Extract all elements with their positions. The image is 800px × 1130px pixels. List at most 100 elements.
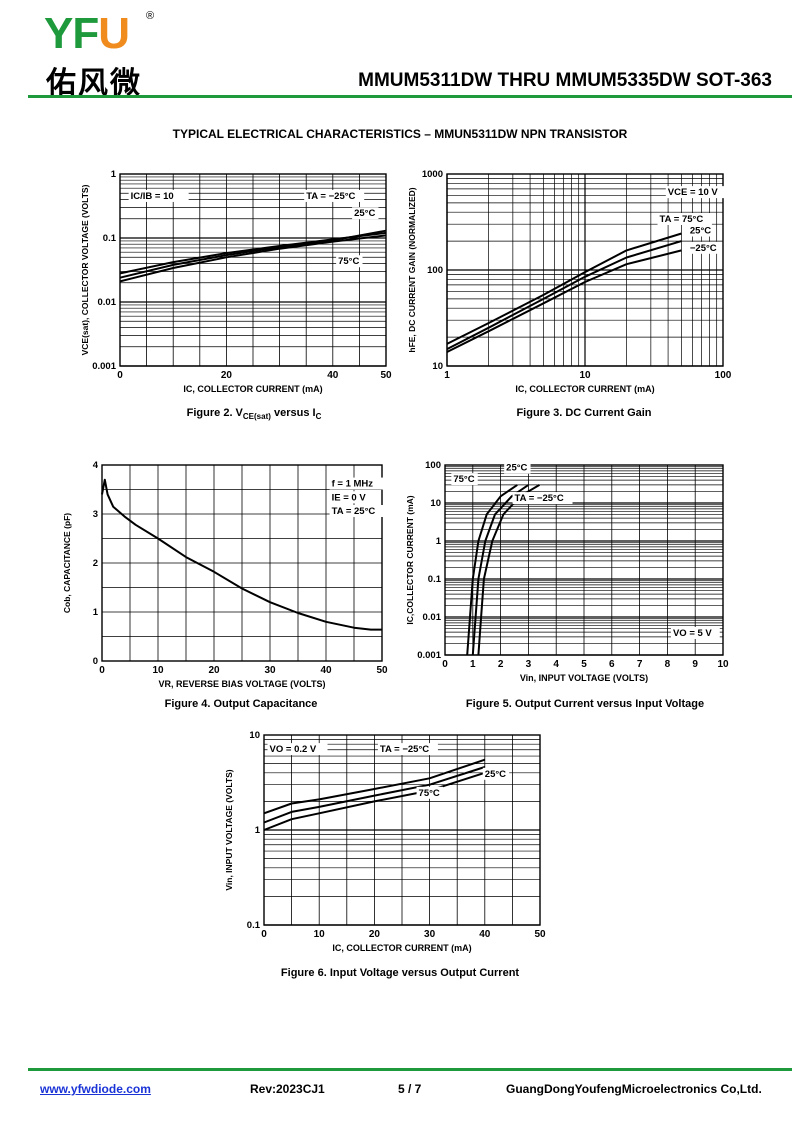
x-tick-label: 6 — [609, 659, 615, 670]
annotation-background — [482, 767, 510, 780]
annotation-background — [329, 491, 379, 504]
website-link[interactable]: www.yfwdiode.com — [40, 1082, 151, 1096]
y-tick-label: 10 — [432, 361, 443, 372]
x-tick-label: 10 — [152, 665, 164, 676]
y-tick-label: 0.001 — [417, 650, 441, 661]
x-tick-label: 40 — [320, 665, 332, 676]
chart-annotation: 25°C — [485, 769, 506, 780]
chart-annotation: VO = 0.2 V — [270, 744, 317, 755]
y-tick-label: 4 — [93, 460, 99, 471]
figure-4-caption: Figure 4. Output Capacitance — [164, 698, 318, 710]
chart-annotation: 25°C — [690, 226, 711, 237]
y-tick-label: 10 — [249, 730, 260, 741]
annotation-background — [512, 492, 573, 505]
annotation-background — [267, 743, 328, 756]
x-axis-label: VR, REVERSE BIAS VOLTAGE (VOLTS) — [158, 679, 325, 689]
annotation-background — [377, 743, 438, 756]
y-tick-label: 0.01 — [98, 297, 117, 308]
x-tick-label: 5 — [581, 659, 587, 670]
footer-revision: Rev:2023CJ1 — [250, 1082, 325, 1096]
footer-company: GuangDongYoufengMicroelectronics Co,Ltd. — [506, 1082, 762, 1096]
y-axis-label: VCE(sat), COLLECTOR VOLTAGE (VOLTS) — [80, 184, 90, 355]
x-tick-label: 1 — [470, 659, 476, 670]
x-tick-label: 40 — [479, 929, 491, 940]
y-tick-label: 0.1 — [103, 233, 117, 244]
annotation-background — [657, 213, 712, 225]
x-axis-label: Vin, INPUT VOLTAGE (VOLTS) — [520, 673, 648, 683]
annotation-background — [665, 186, 726, 199]
chart-annotation: IC/IB = 10 — [131, 191, 174, 202]
series-line — [466, 484, 518, 656]
chart-annotation: 75°C — [419, 788, 440, 799]
chart-annotation: TA = 75°C — [660, 214, 704, 225]
annotation-background — [128, 189, 189, 202]
logo-letters-yf: YF — [44, 9, 99, 58]
footer-divider — [28, 1068, 792, 1071]
annotation-background — [329, 505, 384, 517]
x-tick-label: 4 — [553, 659, 559, 670]
series-line — [119, 234, 387, 283]
x-tick-label: 0 — [117, 370, 123, 381]
figure-2-chart: 0 20 40 50 0.001 0.01 0.1 1 IC, COLLECTOR CURREN… — [80, 169, 392, 394]
chart-annotation: TA = −25°C — [515, 493, 564, 504]
plot-grid — [119, 174, 387, 367]
series-line — [101, 478, 382, 631]
x-tick-label: 8 — [665, 659, 671, 670]
y-tick-label: 1 — [93, 607, 99, 618]
chart-annotation: VO = 5 V — [673, 628, 712, 639]
section-title: TYPICAL ELECTRICAL CHARACTERISTICS – MMU… — [172, 127, 628, 141]
y-axis-label: Vin, INPUT VOLTAGE (VOLTS) — [224, 769, 234, 890]
figure-5-chart: 0 1 2 3 4 5 6 7 8 9 10 0.001 0.01 0.1 1 10 100 Vin, INPUT… — [405, 460, 729, 683]
plot-frame — [444, 464, 724, 656]
y-tick-label: 1 — [436, 536, 442, 547]
chart-annotation: 75°C — [338, 256, 359, 267]
annotation-background — [670, 627, 720, 639]
x-tick-label: 3 — [526, 659, 532, 670]
x-tick-label: 10 — [314, 929, 326, 940]
plot-grid — [263, 735, 541, 926]
x-tick-label: 10 — [717, 659, 729, 670]
chart-annotation: −25°C — [690, 243, 717, 254]
series-line — [263, 766, 486, 824]
chart-annotation: 25°C — [354, 208, 375, 219]
y-tick-label: 1 — [255, 825, 261, 836]
x-tick-label: 2 — [498, 659, 504, 670]
y-tick-label: 3 — [93, 509, 98, 520]
series-line — [477, 484, 541, 656]
x-tick-label: 20 — [369, 929, 381, 940]
chart-annotation: TA = −25°C — [380, 744, 429, 755]
annotation-background — [451, 473, 478, 486]
plot-frame — [446, 173, 724, 367]
annotation-background — [687, 224, 715, 237]
series-line — [471, 484, 529, 656]
chart-annotation: 75°C — [453, 474, 474, 485]
annotation-background — [336, 255, 363, 268]
y-tick-label: 0.1 — [247, 920, 261, 931]
logo-letter-u: U — [98, 9, 130, 58]
registered-mark: ® — [146, 10, 155, 22]
figure-3-caption: Figure 3. DC Current Gain — [516, 407, 652, 419]
series-line — [446, 232, 682, 345]
figure-6-chart: 0 10 20 30 40 50 0.1 1 10 IC, COLLECTOR CURRENT (… — [224, 730, 546, 953]
x-tick-label: 0 — [99, 665, 105, 676]
x-axis-label: IC, COLLECTOR CURRENT (mA) — [515, 384, 654, 394]
y-tick-label: 100 — [425, 460, 441, 471]
y-tick-label: 0 — [93, 656, 98, 667]
plot-frame — [119, 173, 387, 367]
x-tick-label: 0 — [261, 929, 267, 940]
document-title: MMUM5311DW THRU MMUM5335DW SOT-363 — [358, 70, 772, 91]
footer-website[interactable]: www.yfwdiode.com — [40, 1082, 151, 1096]
y-tick-label: 2 — [93, 558, 98, 569]
chart-annotation: TA = −25°C — [306, 191, 355, 202]
figure-5-caption: Figure 5. Output Current versus Input Vo… — [465, 698, 705, 710]
x-tick-label: 9 — [692, 659, 698, 670]
series-line — [446, 240, 682, 350]
x-axis-label: IC, COLLECTOR CURRENT (mA) — [332, 943, 471, 953]
plot-grid — [444, 465, 724, 656]
y-tick-label: 1000 — [422, 169, 443, 180]
header-divider — [28, 95, 792, 98]
x-tick-label: 0 — [442, 659, 448, 670]
annotation-background — [687, 241, 720, 254]
plot-frame — [101, 464, 383, 662]
x-tick-label: 20 — [208, 665, 220, 676]
